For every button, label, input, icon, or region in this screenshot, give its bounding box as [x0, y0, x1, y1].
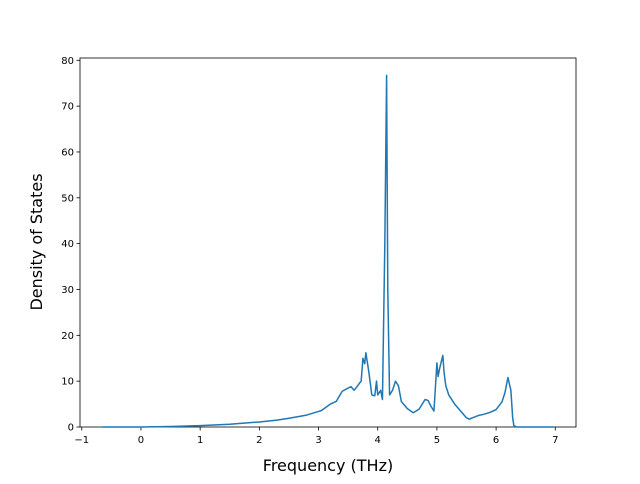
y-tick-label: 20: [61, 331, 74, 342]
x-tick-label: 5: [434, 435, 440, 446]
y-tick-label: 0: [68, 423, 74, 434]
y-tick-label: 10: [61, 377, 74, 388]
x-axis-label: Frequency (THz): [263, 456, 393, 475]
x-tick-label: −1: [74, 435, 89, 446]
y-tick-label: 50: [61, 193, 74, 204]
x-tick-label: 7: [552, 435, 558, 446]
x-tick-label: 2: [256, 435, 262, 446]
x-tick-label: 0: [138, 435, 144, 446]
y-tick-label: 30: [61, 285, 74, 296]
y-tick-label: 60: [61, 147, 74, 158]
y-tick-label: 40: [61, 239, 74, 250]
y-axis-label: Density of States: [27, 173, 46, 310]
x-tick-label: 1: [197, 435, 203, 446]
x-tick-label: 3: [315, 435, 321, 446]
y-tick-label: 70: [61, 102, 74, 113]
x-tick-label: 6: [493, 435, 499, 446]
axes-frame: [79, 57, 577, 428]
x-tick-label: 4: [375, 435, 381, 446]
y-tick-label: 80: [61, 56, 74, 67]
line-series: [102, 74, 554, 428]
